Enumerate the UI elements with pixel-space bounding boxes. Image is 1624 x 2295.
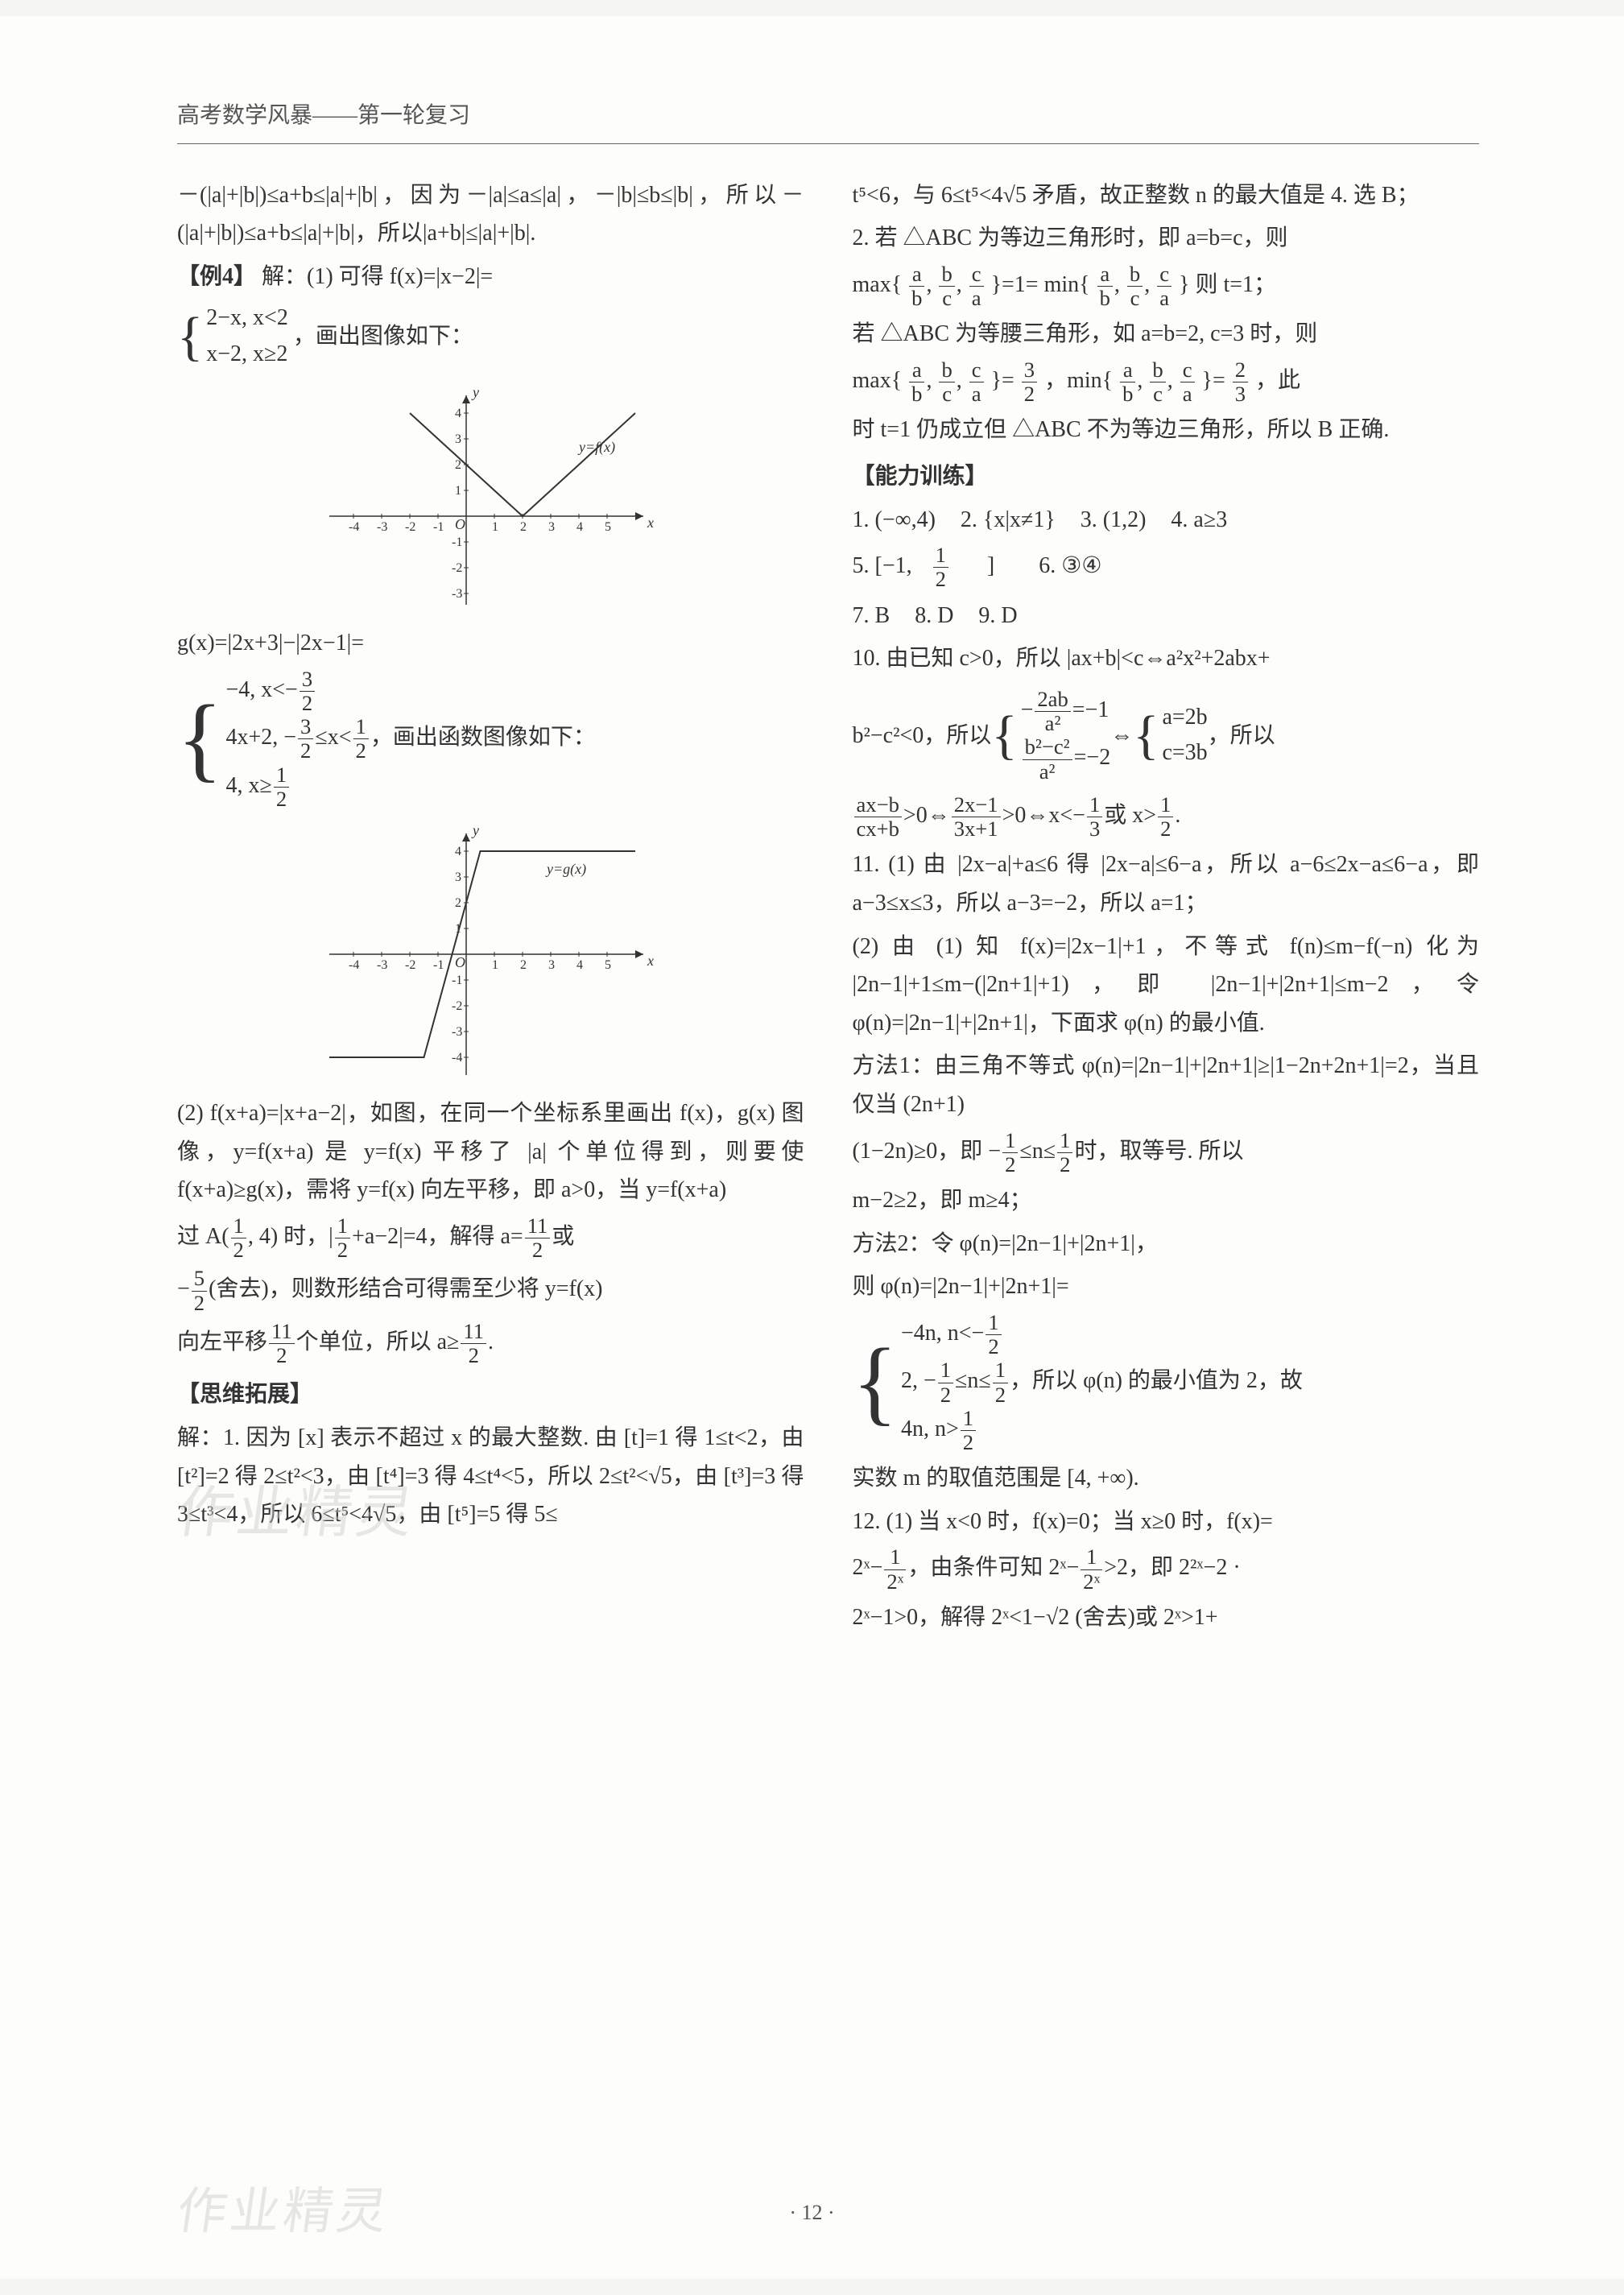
svg-text:-2: -2	[405, 520, 415, 534]
svg-text:O: O	[455, 516, 465, 532]
text: (2) 由 (1) 知 f(x)=|2x−1|+1，不等式 f(n)≤m−f(−…	[853, 928, 1480, 1043]
text: 解：1. 因为 [x] 表示不超过 x 的最大整数. 由 [t]=1 得 1≤t…	[177, 1419, 804, 1534]
page: 高考数学风暴——第一轮复习 －(|a|+|b|)≤a+b≤|a|+|b|，因为－…	[0, 16, 1624, 2279]
svg-text:-3: -3	[377, 520, 387, 534]
text: 实数 m 的取值范围是 [4, +∞).	[853, 1459, 1480, 1498]
svg-text:1: 1	[492, 958, 498, 972]
text: 10. 由已知 c>0，所以 |ax+b|<c⇔a²x²+2abx+	[853, 639, 1480, 678]
case: −4, x<−32	[225, 668, 595, 716]
text: 过 A(12, 4) 时，|12+a−2|=4，解得 a=112或	[177, 1214, 804, 1263]
chart-svg: x y O -4 -3 -2 -1 1 2 3 4 5	[321, 825, 659, 1083]
svg-text:-4: -4	[452, 1051, 462, 1065]
brace-icon: {	[177, 300, 206, 373]
case: −4n, n<−12	[901, 1311, 1303, 1359]
text: 解：(1) 可得 f(x)=|x−2|=	[262, 264, 493, 289]
g-def: g(x)=|2x+3|−|2x−1|=	[177, 624, 804, 663]
case: 4, x≥12	[225, 763, 595, 812]
svg-text:y: y	[471, 825, 479, 838]
piecewise-phi: { −4n, n<−12 2, −12≤n≤12，所以 φ(n) 的最小值为 2…	[853, 1311, 1480, 1455]
text: 12. (1) 当 x<0 时，f(x)=0；当 x≥0 时，f(x)=	[853, 1503, 1480, 1541]
case: x−2, x≥2	[206, 337, 288, 373]
svg-text:-1: -1	[433, 958, 444, 972]
svg-text:x: x	[647, 515, 654, 531]
svg-text:4: 4	[576, 520, 583, 534]
case: 2−x, x<2	[206, 300, 288, 337]
example-4: 【例4】 解：(1) 可得 f(x)=|x−2|=	[177, 258, 804, 296]
piecewise-g: { −4, x<−32 4x+2, −32≤x<12，画出函数图像如下： 4, …	[177, 668, 804, 812]
text: m−2≥2，即 m≥4；	[853, 1181, 1480, 1220]
svg-text:5: 5	[605, 958, 611, 972]
text: (1−2n)≥0，即 −12≤n≤12时，取等号. 所以	[853, 1129, 1480, 1177]
svg-text:-3: -3	[377, 958, 387, 972]
text: 11. (1) 由 |2x−a|+a≤6 得 |2x−a|≤6−a，所以 a−6…	[853, 846, 1480, 922]
text: 2ˣ−1>0，解得 2ˣ<1−√2 (舍去)或 2ˣ>1+	[853, 1598, 1480, 1637]
text: −52(舍去)，则数形结合可得需至少将 y=f(x)	[177, 1267, 804, 1315]
svg-text:x: x	[647, 953, 654, 969]
brace-icon: {	[177, 668, 225, 812]
case: 4x+2, −32≤x<12，画出函数图像如下：	[225, 715, 595, 763]
page-header: 高考数学风暴——第一轮复习	[177, 97, 1479, 144]
text: 时 t=1 仍成立但 △ABC 不为等边三角形，所以 B 正确.	[853, 411, 1480, 449]
answer-row: 5. [−1,12] 6. ③④	[853, 544, 1480, 592]
svg-text:-2: -2	[452, 561, 462, 575]
svg-text:2: 2	[520, 958, 527, 972]
case: 4n, n>12	[901, 1407, 1303, 1455]
text: (2) f(x+a)=|x+a−2|，如图，在同一个坐标系里画出 f(x)，g(…	[177, 1094, 804, 1210]
text: 2. 若 △ABC 为等边三角形时，即 a=b=c，则	[853, 219, 1480, 258]
svg-text:2: 2	[455, 896, 461, 910]
section-heading: 【能力训练】	[853, 457, 1480, 496]
svg-text:y=f(x): y=f(x)	[577, 439, 615, 456]
page-number: · 12 ·	[0, 2195, 1624, 2231]
example-label: 【例4】	[177, 264, 256, 289]
right-column: t⁵<6，与 6≤t⁵<4√5 矛盾，故正整数 n 的最大值是 4. 选 B； …	[853, 176, 1480, 1642]
section-heading: 【思维拓展】	[177, 1375, 804, 1414]
svg-text:-3: -3	[452, 1025, 462, 1039]
svg-text:2: 2	[520, 520, 527, 534]
answer-row: 7. B 8. D 9. D	[853, 597, 1480, 635]
svg-text:1: 1	[455, 484, 461, 498]
svg-text:-4: -4	[349, 520, 359, 534]
case: 2, −12≤n≤12，所以 φ(n) 的最小值为 2，故	[901, 1358, 1303, 1407]
svg-text:O: O	[455, 954, 465, 970]
piecewise-f: { 2−x, x<2 x−2, x≥2 ，画出图像如下：	[177, 300, 804, 373]
answer-row: 1. (−∞,4) 2. {x|x≠1} 3. (1,2) 4. a≥3	[853, 501, 1480, 540]
svg-text:5: 5	[605, 520, 611, 534]
text: 向左平移112个单位，所以 a≥112.	[177, 1320, 804, 1368]
svg-text:-2: -2	[405, 958, 415, 972]
text: b²−c²<0，所以 { −2aba²=−1 b²−c²a²=−2 ⇔ { a=…	[853, 683, 1480, 788]
text: max{ ab, bc, ca }=1= min{ ab, bc, ca } 则…	[853, 263, 1480, 311]
chart-svg: x y O -4 -3 -2 -1 1 2 3 4	[321, 387, 659, 613]
svg-text:1: 1	[492, 520, 498, 534]
svg-text:-1: -1	[433, 520, 444, 534]
two-column-layout: －(|a|+|b|)≤a+b≤|a|+|b|，因为－|a|≤a≤|a|，－|b|…	[177, 176, 1479, 1642]
text: 则 φ(n)=|2n−1|+|2n+1|=	[853, 1267, 1480, 1306]
svg-text:4: 4	[455, 845, 461, 858]
svg-text:3: 3	[548, 958, 555, 972]
svg-text:3: 3	[455, 432, 461, 446]
text: ax−bcx+b>0⇔2x−13x+1>0⇔x<−13或 x>12.	[853, 793, 1480, 842]
svg-text:4: 4	[455, 407, 461, 420]
text: 方法1：由三角不等式 φ(n)=|2n−1|+|2n+1|≥|1−2n+2n+1…	[853, 1047, 1480, 1123]
text: 方法2：令 φ(n)=|2n−1|+|2n+1|，	[853, 1225, 1480, 1263]
brace-icon: {	[853, 1311, 901, 1455]
left-column: －(|a|+|b|)≤a+b≤|a|+|b|，因为－|a|≤a≤|a|，－|b|…	[177, 176, 804, 1642]
svg-text:y=g(x): y=g(x)	[545, 861, 586, 878]
text: 2ˣ−12ˣ，由条件可知 2ˣ−12ˣ>2，即 2²ˣ−2 ·	[853, 1545, 1480, 1594]
svg-text:-4: -4	[349, 958, 359, 972]
text-line: －(|a|+|b|)≤a+b≤|a|+|b|，因为－|a|≤a≤|a|，－|b|…	[177, 176, 804, 253]
svg-text:-1: -1	[452, 536, 462, 549]
text: ，画出图像如下：	[288, 300, 473, 373]
svg-text:4: 4	[576, 958, 583, 972]
svg-text:3: 3	[548, 520, 555, 534]
svg-text:y: y	[471, 387, 479, 400]
text: 若 △ABC 为等腰三角形，如 a=b=2, c=3 时，则	[853, 315, 1480, 354]
chart-f: x y O -4 -3 -2 -1 1 2 3 4	[177, 387, 804, 613]
chart-g: x y O -4 -3 -2 -1 1 2 3 4 5	[177, 825, 804, 1083]
svg-text:-1: -1	[452, 974, 462, 987]
text: max{ ab, bc, ca }= 32 ，min{ ab, bc, ca }…	[853, 358, 1480, 407]
text: t⁵<6，与 6≤t⁵<4√5 矛盾，故正整数 n 的最大值是 4. 选 B；	[853, 176, 1480, 215]
svg-text:-3: -3	[452, 587, 462, 601]
svg-text:3: 3	[455, 870, 461, 884]
svg-text:-2: -2	[452, 999, 462, 1013]
